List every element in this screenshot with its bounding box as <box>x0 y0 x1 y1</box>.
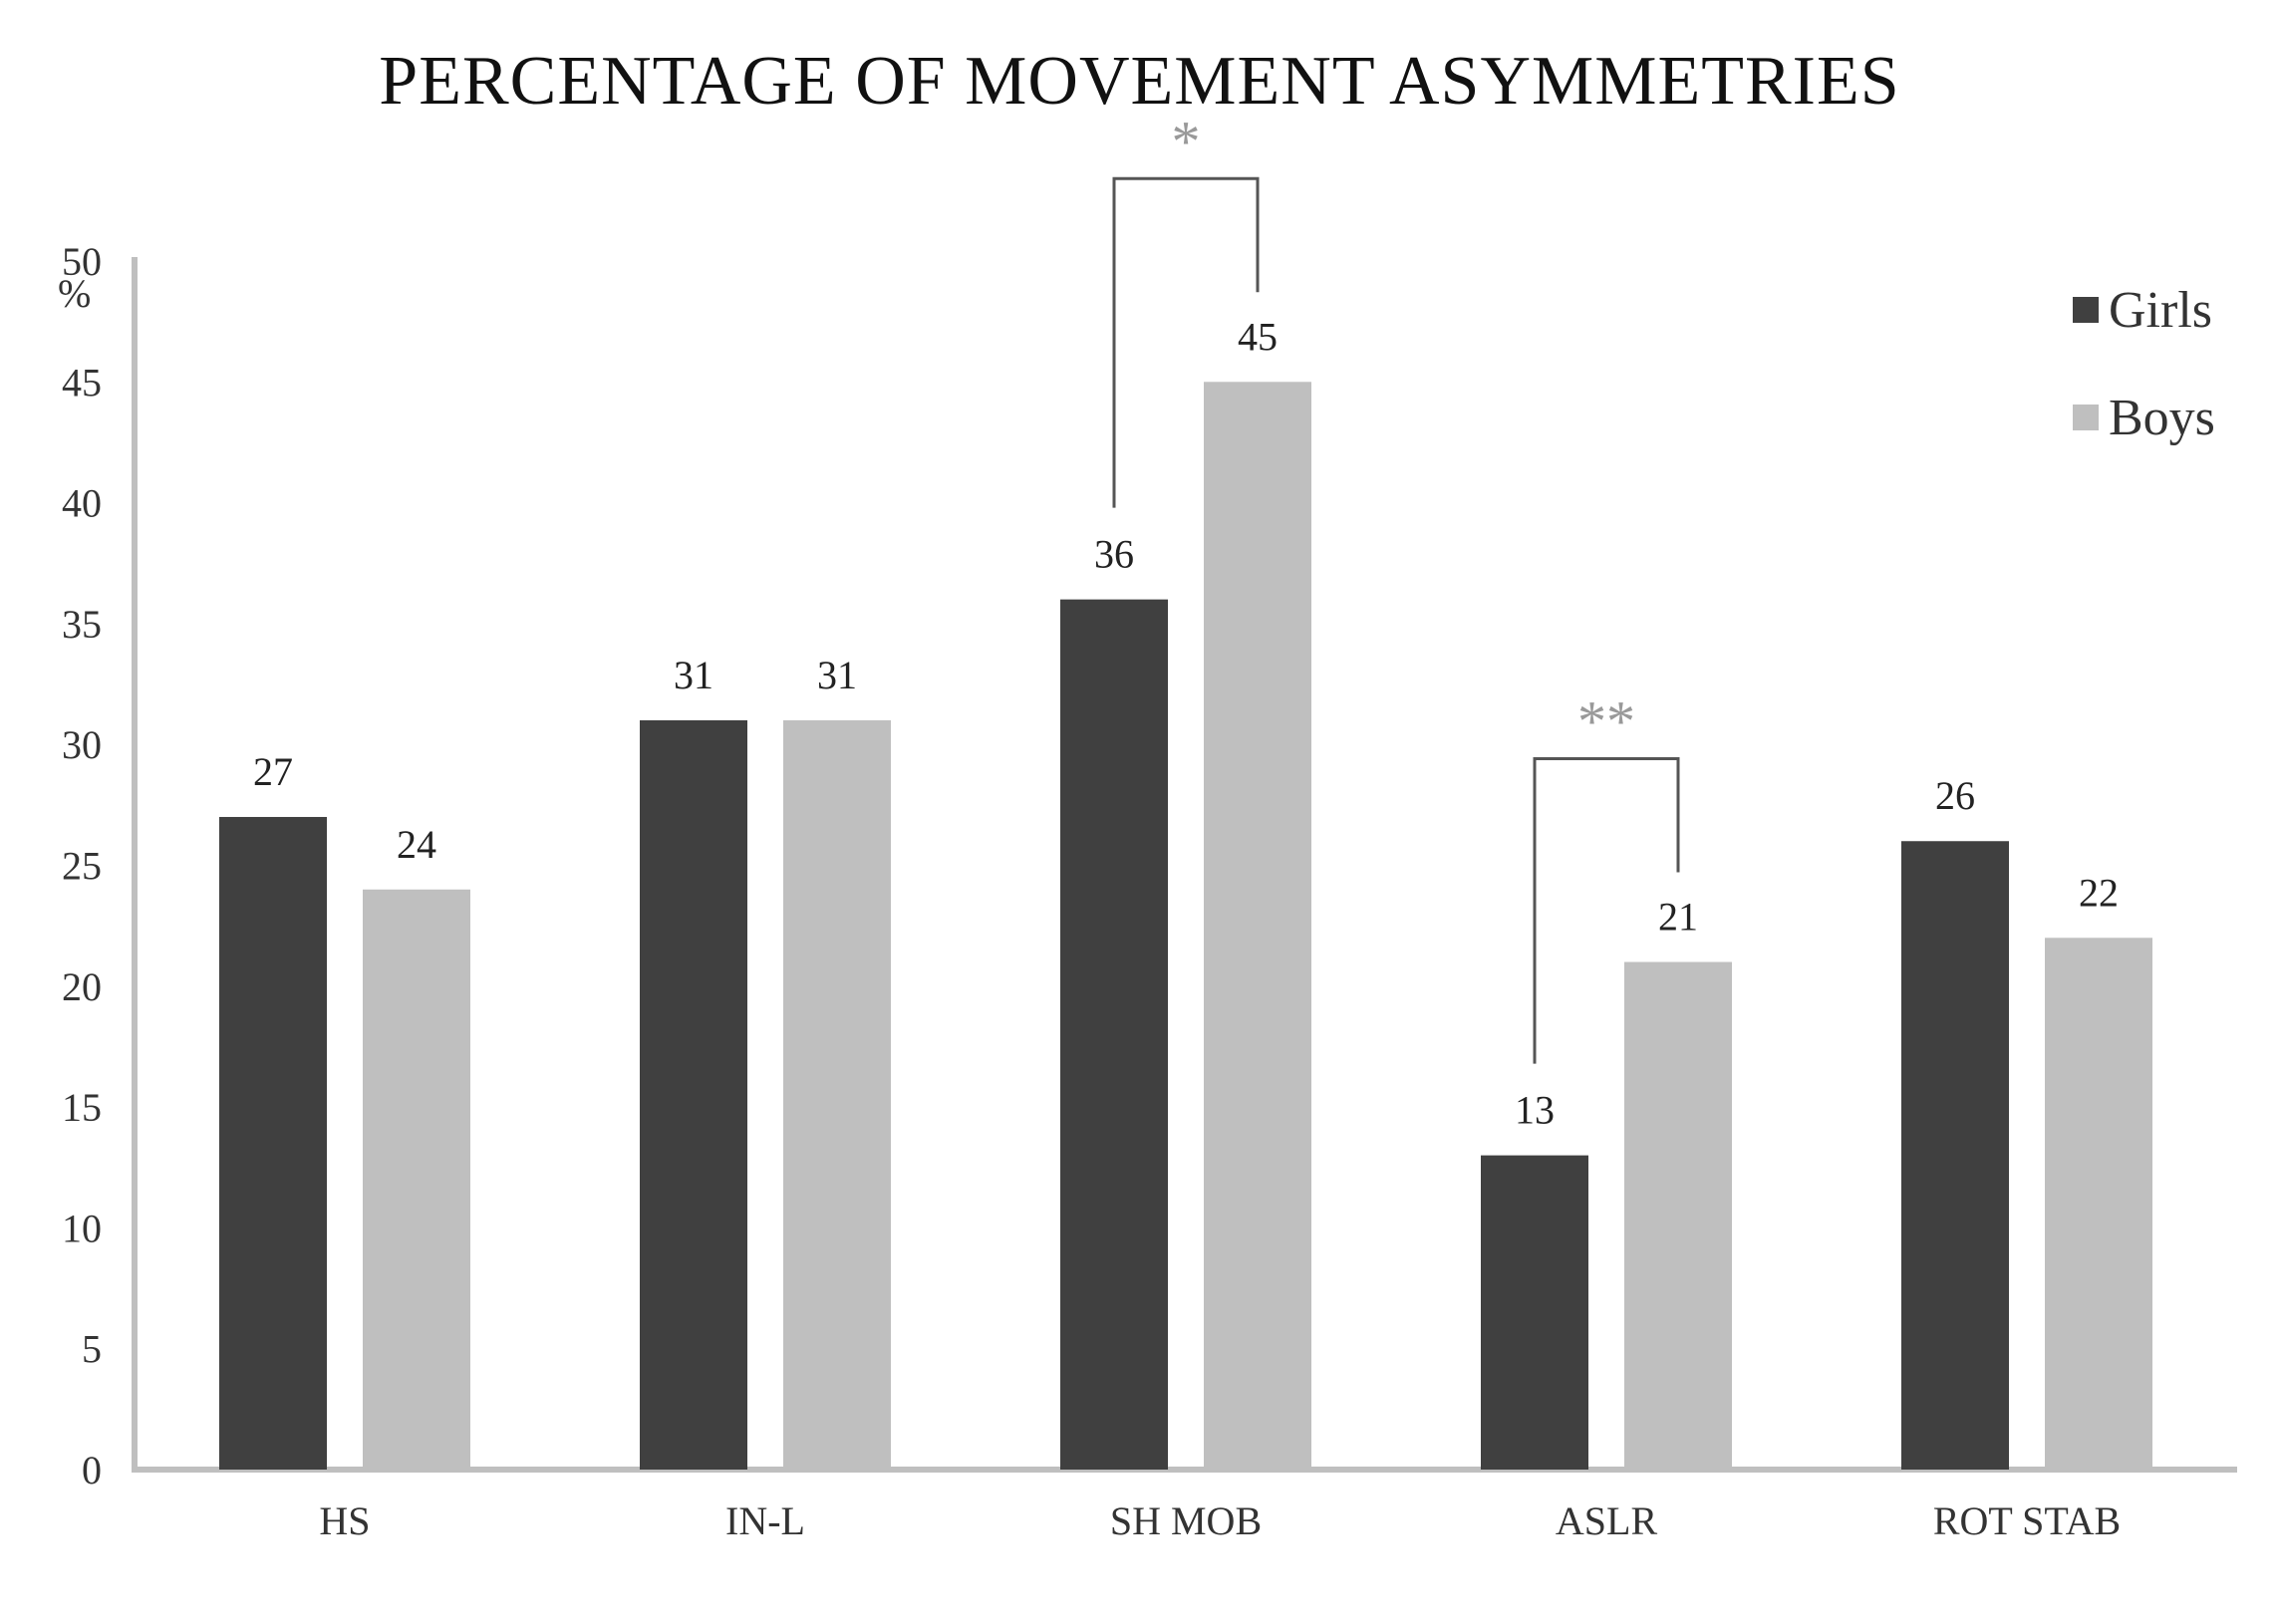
legend-label: Boys <box>2109 390 2215 446</box>
data-label: 21 <box>1658 895 1698 940</box>
category-label: SH MOB <box>1110 1498 1262 1543</box>
data-label: 36 <box>1094 532 1134 577</box>
bar <box>2045 938 2152 1470</box>
bars <box>219 382 2152 1470</box>
data-label: 31 <box>817 653 857 697</box>
data-label: 45 <box>1238 314 1278 359</box>
legend-label: Girls <box>2109 282 2212 339</box>
chart-title: PERCENTAGE OF MOVEMENT ASYMMETRIES <box>379 43 1900 120</box>
y-tick-label: 20 <box>62 964 102 1009</box>
y-tick-label: 50 <box>62 239 102 284</box>
significance-bracket <box>1533 757 1680 1064</box>
data-label: 31 <box>674 653 713 697</box>
data-label: 24 <box>397 822 436 867</box>
bar <box>363 889 470 1470</box>
bar <box>640 719 747 1470</box>
y-tick-label: 25 <box>62 844 102 889</box>
data-label: 27 <box>253 749 293 794</box>
y-tick-label: 45 <box>62 360 102 405</box>
y-tick-label: 5 <box>82 1327 102 1372</box>
significance-marker: * <box>1172 109 1201 173</box>
bar <box>1204 382 1311 1470</box>
category-label: ROT STAB <box>1933 1498 2121 1543</box>
category-label: IN-L <box>725 1498 805 1543</box>
axes <box>132 257 2237 1473</box>
category-labels: HS IN-L SH MOB ASLR ROT STAB <box>319 1498 2121 1543</box>
data-labels: 27 24 31 31 36 45 13 21 26 22 <box>253 314 2119 1132</box>
y-tick-labels: 0 5 10 15 20 25 30 35 40 45 50% <box>58 239 102 1492</box>
category-label: HS <box>319 1498 370 1543</box>
data-label: 13 <box>1515 1088 1555 1133</box>
y-tick-label: 0 <box>82 1448 102 1492</box>
legend: Girls Boys <box>2073 282 2215 446</box>
bar <box>1060 599 1168 1470</box>
legend-swatch <box>2073 405 2099 430</box>
significance-marker: ** <box>1577 689 1635 754</box>
y-tick-label: 40 <box>62 481 102 526</box>
y-tick-label: 30 <box>62 722 102 767</box>
y-tick-label: 10 <box>62 1206 102 1250</box>
y-axis-label: % <box>58 271 91 316</box>
category-label: ASLR <box>1556 1498 1658 1543</box>
legend-swatch <box>2073 297 2099 323</box>
y-tick-label: 15 <box>62 1085 102 1130</box>
bar <box>1624 961 1732 1470</box>
significance-bracket <box>1112 176 1260 508</box>
bar <box>219 816 327 1470</box>
bar <box>1481 1155 1588 1470</box>
bar <box>783 719 891 1470</box>
data-label: 22 <box>2079 870 2119 915</box>
data-label: 26 <box>1935 773 1975 818</box>
y-tick-label: 35 <box>62 602 102 647</box>
significance-annotations: *** <box>1112 109 1680 1064</box>
bar <box>1901 841 2009 1470</box>
